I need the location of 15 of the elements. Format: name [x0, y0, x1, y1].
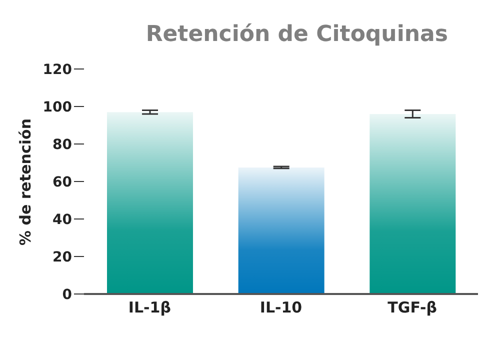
bar: [370, 114, 456, 294]
y-tick-label: 80: [52, 136, 72, 153]
y-tick-label: 0: [62, 286, 72, 303]
x-tick-label: TGF-β: [388, 298, 438, 317]
y-tick-label: 40: [52, 212, 72, 228]
x-tick-label: IL-1β: [128, 298, 172, 317]
y-tick-label: 120: [42, 62, 72, 78]
y-tick-label: 100: [42, 99, 72, 116]
x-tick-label: IL-10: [260, 298, 302, 317]
y-tick-label: 60: [52, 174, 72, 190]
y-axis-title: % de retención: [16, 118, 34, 245]
chart-title: Retención de Citoquinas: [146, 22, 448, 47]
bar: [238, 167, 324, 294]
y-tick-label: 20: [52, 249, 72, 266]
bar: [107, 112, 193, 294]
